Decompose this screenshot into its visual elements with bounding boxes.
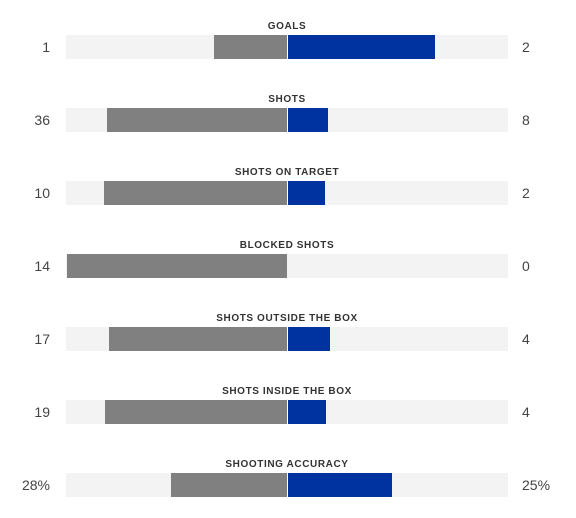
home-bar bbox=[67, 254, 287, 278]
home-bar bbox=[105, 400, 287, 424]
stat-row-shots-inside-box: SHOTS INSIDE THE BOX 19 4 bbox=[0, 385, 576, 445]
away-value: 0 bbox=[522, 258, 530, 274]
home-value: 28% bbox=[21, 477, 50, 493]
stat-row-shots: SHOTS 36 8 bbox=[0, 93, 576, 153]
stat-label: SHOTS INSIDE THE BOX bbox=[222, 386, 352, 397]
stat-row-shots-outside-box: SHOTS OUTSIDE THE BOX 17 4 bbox=[0, 312, 576, 372]
away-value: 4 bbox=[522, 404, 530, 420]
away-value: 8 bbox=[522, 112, 530, 128]
stat-bar-track bbox=[66, 108, 508, 132]
away-value: 25% bbox=[522, 477, 551, 493]
away-bar bbox=[287, 473, 392, 497]
away-bar bbox=[287, 108, 328, 132]
away-value: 4 bbox=[522, 331, 530, 347]
away-bar bbox=[287, 181, 325, 205]
away-value: 2 bbox=[522, 185, 530, 201]
stat-row-goals: GOALS 1 2 bbox=[0, 20, 576, 80]
stat-row-shooting-accuracy: SHOOTING ACCURACY 28% 25% bbox=[0, 458, 576, 518]
home-bar bbox=[109, 327, 287, 351]
stat-label: GOALS bbox=[267, 21, 307, 32]
home-bar bbox=[107, 108, 287, 132]
home-value: 10 bbox=[34, 185, 50, 201]
home-value: 36 bbox=[34, 112, 50, 128]
away-value: 2 bbox=[522, 39, 530, 55]
away-bar bbox=[287, 327, 330, 351]
home-bar bbox=[171, 473, 287, 497]
stat-row-shots-on-target: SHOTS ON TARGET 10 2 bbox=[0, 166, 576, 226]
away-bar bbox=[287, 35, 435, 59]
home-bar bbox=[104, 181, 287, 205]
home-value: 1 bbox=[42, 39, 50, 55]
stat-label: SHOTS bbox=[268, 94, 306, 105]
home-value: 19 bbox=[34, 404, 50, 420]
stat-row-blocked-shots: BLOCKED SHOTS 14 0 bbox=[0, 239, 576, 299]
stat-bar-track bbox=[66, 327, 508, 351]
stat-label: SHOTS ON TARGET bbox=[234, 167, 340, 178]
stat-label: BLOCKED SHOTS bbox=[239, 240, 335, 251]
away-bar bbox=[287, 400, 326, 424]
home-value: 14 bbox=[34, 258, 50, 274]
stat-bar-track bbox=[66, 35, 508, 59]
stat-bar-track bbox=[66, 254, 508, 278]
home-bar bbox=[214, 35, 287, 59]
home-value: 17 bbox=[34, 331, 50, 347]
stat-bar-track bbox=[66, 400, 508, 424]
stat-bar-track bbox=[66, 181, 508, 205]
stat-label: SHOTS OUTSIDE THE BOX bbox=[216, 313, 358, 324]
stat-label: SHOOTING ACCURACY bbox=[225, 459, 349, 470]
stat-bar-track bbox=[66, 473, 508, 497]
